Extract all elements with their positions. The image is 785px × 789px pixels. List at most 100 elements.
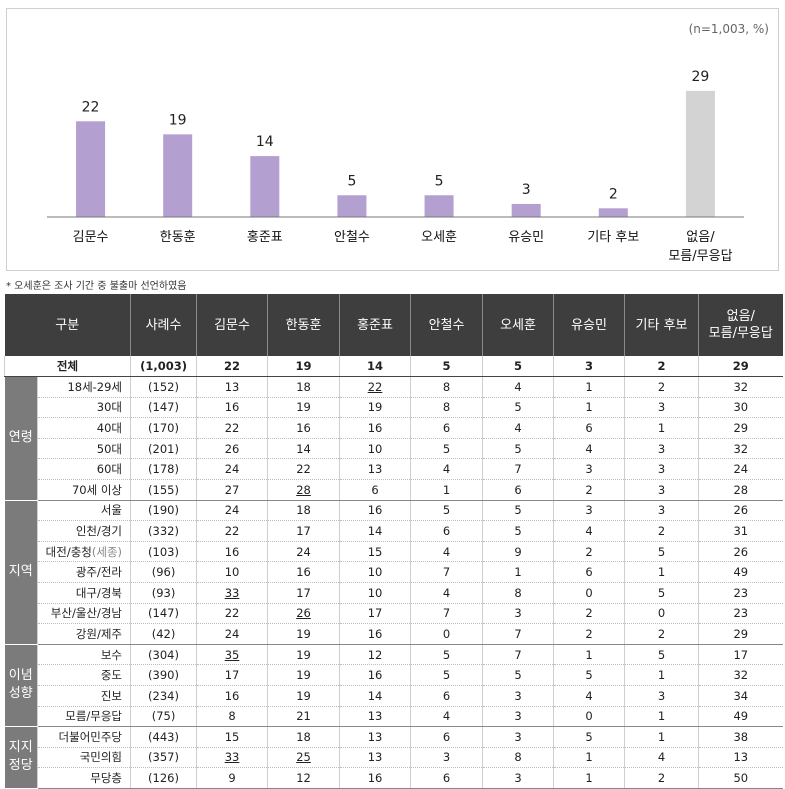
bar-5 — [424, 195, 454, 217]
column-header: 안철수 — [410, 294, 483, 356]
chart-svg: (n=1,003, %) 22 김문수 19 한동훈 14 홍준표 5 안철수 5 오세훈 3 유승민 2… — [47, 22, 769, 264]
value-cell: 4 — [553, 520, 625, 542]
value-cell: 10 — [339, 582, 411, 604]
value-cell: 0 — [553, 706, 625, 728]
x-tick-label: 김문수 — [73, 230, 109, 245]
value-cell: 19 — [267, 397, 340, 419]
value-cell: 7 — [410, 561, 483, 583]
x-tick-label: 홍준표 — [247, 230, 283, 245]
value-cell: 7 — [482, 644, 554, 666]
value-cell: 19 — [267, 623, 340, 645]
value-cell: 6 — [410, 726, 483, 748]
row-label: 대전/충청(세종) — [36, 541, 131, 563]
value-cell: 1 — [553, 376, 625, 398]
chart-unit-note: (n=1,003, %) — [689, 22, 769, 36]
value-cell: 1 — [624, 664, 699, 686]
value-cell: 26 — [196, 438, 268, 460]
value-cell: 4 — [410, 582, 483, 604]
sample-size: (190) — [130, 500, 197, 522]
value-cell: 10 — [339, 438, 411, 460]
value-cell: 4 — [624, 747, 699, 769]
value-cell: 50 — [698, 767, 783, 789]
value-cell: 28 — [267, 479, 340, 501]
value-cell: 3 — [553, 500, 625, 522]
value-cell: 23 — [698, 603, 783, 625]
value-cell: 17 — [698, 644, 783, 666]
value-cell: 6 — [553, 561, 625, 583]
row-label: 국민의힘 — [36, 747, 131, 769]
value-cell: 24 — [196, 623, 268, 645]
value-cell: 2 — [624, 520, 699, 542]
value-cell: 3 — [624, 438, 699, 460]
value-cell: 18 — [267, 376, 340, 398]
value-cell: 4 — [410, 706, 483, 728]
row-label: 18세-29세 — [36, 376, 131, 398]
value-cell: 29 — [698, 417, 783, 439]
x-tick-label: 유승민 — [508, 230, 544, 245]
bar-6 — [511, 203, 541, 217]
group-label: 이념 성향 — [4, 644, 38, 728]
value-cell: 22 — [267, 458, 340, 480]
table-row: 대구/경북 (93) 33 17 10 4 8 0 5 23 — [5, 582, 783, 604]
value-cell: 3 — [482, 603, 554, 625]
group-label: 지역 — [4, 500, 38, 645]
value-cell: 15 — [339, 541, 411, 563]
value-cell: 19 — [267, 356, 340, 377]
table-row: 40대 (170) 22 16 16 6 4 6 1 29 — [5, 417, 783, 439]
value-cell: 22 — [339, 376, 411, 398]
value-cell: 5 — [624, 582, 699, 604]
sample-size: (443) — [130, 726, 197, 748]
value-cell: 22 — [196, 417, 268, 439]
value-cell: 16 — [339, 500, 411, 522]
value-cell: 13 — [339, 726, 411, 748]
crosstab-table: 구분 사례수 김문수 한동훈 홍준표 안철수 오세훈 유승민 기타 후보 없음/모름/무응답 전체… — [3, 294, 783, 789]
column-header: 사례수 — [130, 294, 197, 356]
value-cell: 19 — [267, 664, 340, 686]
value-cell: 8 — [482, 582, 554, 604]
value-cell: 13 — [339, 747, 411, 769]
bar-value-label: 14 — [256, 134, 274, 150]
value-cell: 32 — [698, 438, 783, 460]
value-cell: 5 — [410, 356, 483, 377]
value-cell: 3 — [482, 726, 554, 748]
value-cell: 4 — [482, 376, 554, 398]
value-cell: 9 — [482, 541, 554, 563]
x-tick-label: 한동훈 — [160, 230, 196, 245]
sample-size: (170) — [130, 417, 197, 439]
sample-size: (126) — [130, 767, 197, 789]
value-cell: 22 — [196, 356, 268, 377]
value-cell: 3 — [553, 458, 625, 480]
value-cell: 6 — [410, 685, 483, 707]
bar-value-label: 2 — [609, 186, 618, 202]
row-label: 진보 — [36, 685, 131, 707]
value-cell: 14 — [339, 685, 411, 707]
value-cell: 6 — [553, 417, 625, 439]
value-cell: 12 — [339, 644, 411, 666]
value-cell: 24 — [267, 541, 340, 563]
value-cell: 19 — [267, 644, 340, 666]
column-header: 김문수 — [196, 294, 268, 356]
value-cell: 33 — [196, 747, 268, 769]
table-row: 부산/울산/경남 (147) 22 26 17 7 3 2 0 23 — [5, 603, 783, 625]
value-cell: 6 — [410, 520, 483, 542]
row-label: 강원/제주 — [36, 623, 131, 645]
table-row: 강원/제주 (42) 24 19 16 0 7 2 2 29 — [5, 623, 783, 645]
value-cell: 13 — [196, 376, 268, 398]
sample-size: (93) — [130, 582, 197, 604]
table-row-total: 전체 (1,003) 22 19 14 5 5 3 2 29 — [3, 356, 783, 377]
value-cell: 17 — [267, 520, 340, 542]
value-cell: 14 — [339, 520, 411, 542]
row-label-suffix: (세종) — [91, 544, 123, 559]
row-label: 60대 — [36, 458, 131, 480]
column-header: 기타 후보 — [624, 294, 699, 356]
value-cell: 3 — [482, 706, 554, 728]
value-cell: 4 — [410, 541, 483, 563]
column-header: 없음/모름/무응답 — [698, 294, 783, 356]
table-row: 무당층 (126) 9 12 16 6 3 1 2 50 — [5, 767, 783, 789]
value-cell: 6 — [410, 417, 483, 439]
value-cell: 31 — [698, 520, 783, 542]
value-cell: 3 — [482, 767, 554, 789]
value-cell: 7 — [482, 458, 554, 480]
row-label: 50대 — [36, 438, 131, 460]
value-cell: 4 — [410, 458, 483, 480]
